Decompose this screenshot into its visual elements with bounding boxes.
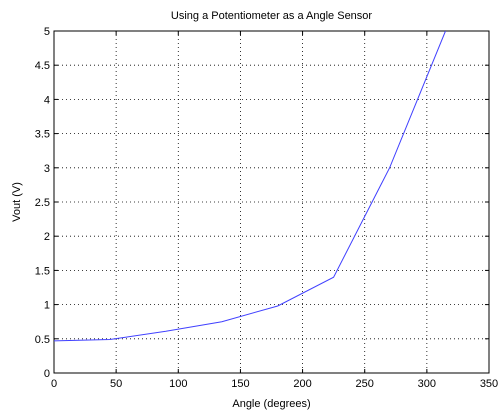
y-tick-label: 3.5 <box>35 129 50 141</box>
x-tick-label: 250 <box>356 378 374 390</box>
y-tick-label: 0.5 <box>35 334 50 346</box>
x-tick-label: 350 <box>480 378 498 390</box>
axis-ticks <box>53 30 490 374</box>
x-tick-label: 200 <box>293 378 311 390</box>
tick-labels: 0 50 100 150 200 250 300 350 0 0.5 1 1.5 2 2.5 3 3.5 4 4.… <box>35 26 498 390</box>
y-tick-label: 0 <box>44 368 50 380</box>
x-tick-label: 300 <box>418 378 436 390</box>
y-tick-label: 2 <box>44 231 50 243</box>
grid-lines <box>54 31 489 373</box>
series-layer <box>54 31 446 342</box>
x-axis-label: Angle (degrees) <box>232 398 310 410</box>
chart-title: Using a Potentiometer as a Angle Sensor <box>171 10 373 22</box>
y-tick-label: 5 <box>44 26 50 38</box>
series-line <box>54 31 446 342</box>
y-tick-label: 1.5 <box>35 265 50 277</box>
y-tick-label: 2.5 <box>35 197 50 209</box>
y-tick-label: 4 <box>44 94 50 106</box>
x-tick-label: 50 <box>110 378 122 390</box>
x-tick-label: 150 <box>231 378 249 390</box>
y-tick-label: 3 <box>44 163 50 175</box>
plot-border <box>53 30 490 374</box>
x-tick-label: 0 <box>51 378 57 390</box>
x-tick-label: 100 <box>169 378 187 390</box>
plot-area <box>53 30 490 374</box>
y-tick-label: 4.5 <box>35 60 50 72</box>
y-axis-label: Vout (V) <box>11 182 23 222</box>
y-tick-label: 1 <box>44 300 50 312</box>
